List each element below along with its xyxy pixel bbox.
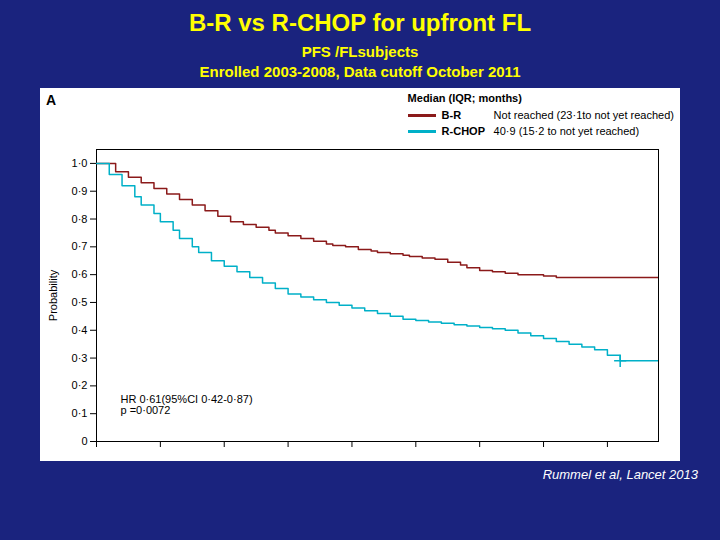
svg-text:0·6: 0·6 (72, 268, 88, 280)
svg-text:1·0: 1·0 (72, 157, 88, 169)
svg-text:0: 0 (81, 435, 87, 447)
html-text:A: A (46, 92, 57, 108)
svg-text:HR 0·61(95%CI 0·42-0·87)p =0·0: HR 0·61(95%CI 0·42-0·87)p =0·0072 (121, 393, 253, 416)
svg-text:0·8: 0·8 (72, 213, 88, 225)
svg-text:0·5: 0·5 (72, 296, 88, 308)
html-text:Median (IQR; months): Median (IQR; months) (407, 92, 522, 104)
html-text:R-CHOP: R-CHOP (441, 125, 485, 137)
html-text:Rummel et al, Lancet 2013: Rummel et al, Lancet 2013 (542, 467, 698, 482)
svg-text:0·4: 0·4 (72, 324, 88, 336)
svg-text:Probability: Probability (47, 269, 59, 321)
svg-text:0·3: 0·3 (72, 352, 88, 364)
html-text:B-R vs R-CHOP for upfront FL: B-R vs R-CHOP for upfront FL (188, 9, 532, 36)
html-text:40·9 (15·2 to not yet reached): 40·9 (15·2 to not yet reached) (493, 125, 640, 137)
svg-text:0·2: 0·2 (72, 379, 88, 391)
svg-text:0·9: 0·9 (72, 185, 88, 197)
html-text:PFS /FLsubjects: PFS /FLsubjects (301, 43, 419, 60)
html-text:B-R: B-R (441, 109, 462, 121)
svg-text:0·1: 0·1 (72, 407, 88, 419)
html-text:Not reached (23·1to not yet re: Not reached (23·1to not yet reached) (493, 109, 674, 121)
svg-text:0·7: 0·7 (72, 240, 88, 252)
html-text:Enrolled 2003-2008, Data cutof: Enrolled 2003-2008, Data cutoff October … (199, 63, 521, 80)
